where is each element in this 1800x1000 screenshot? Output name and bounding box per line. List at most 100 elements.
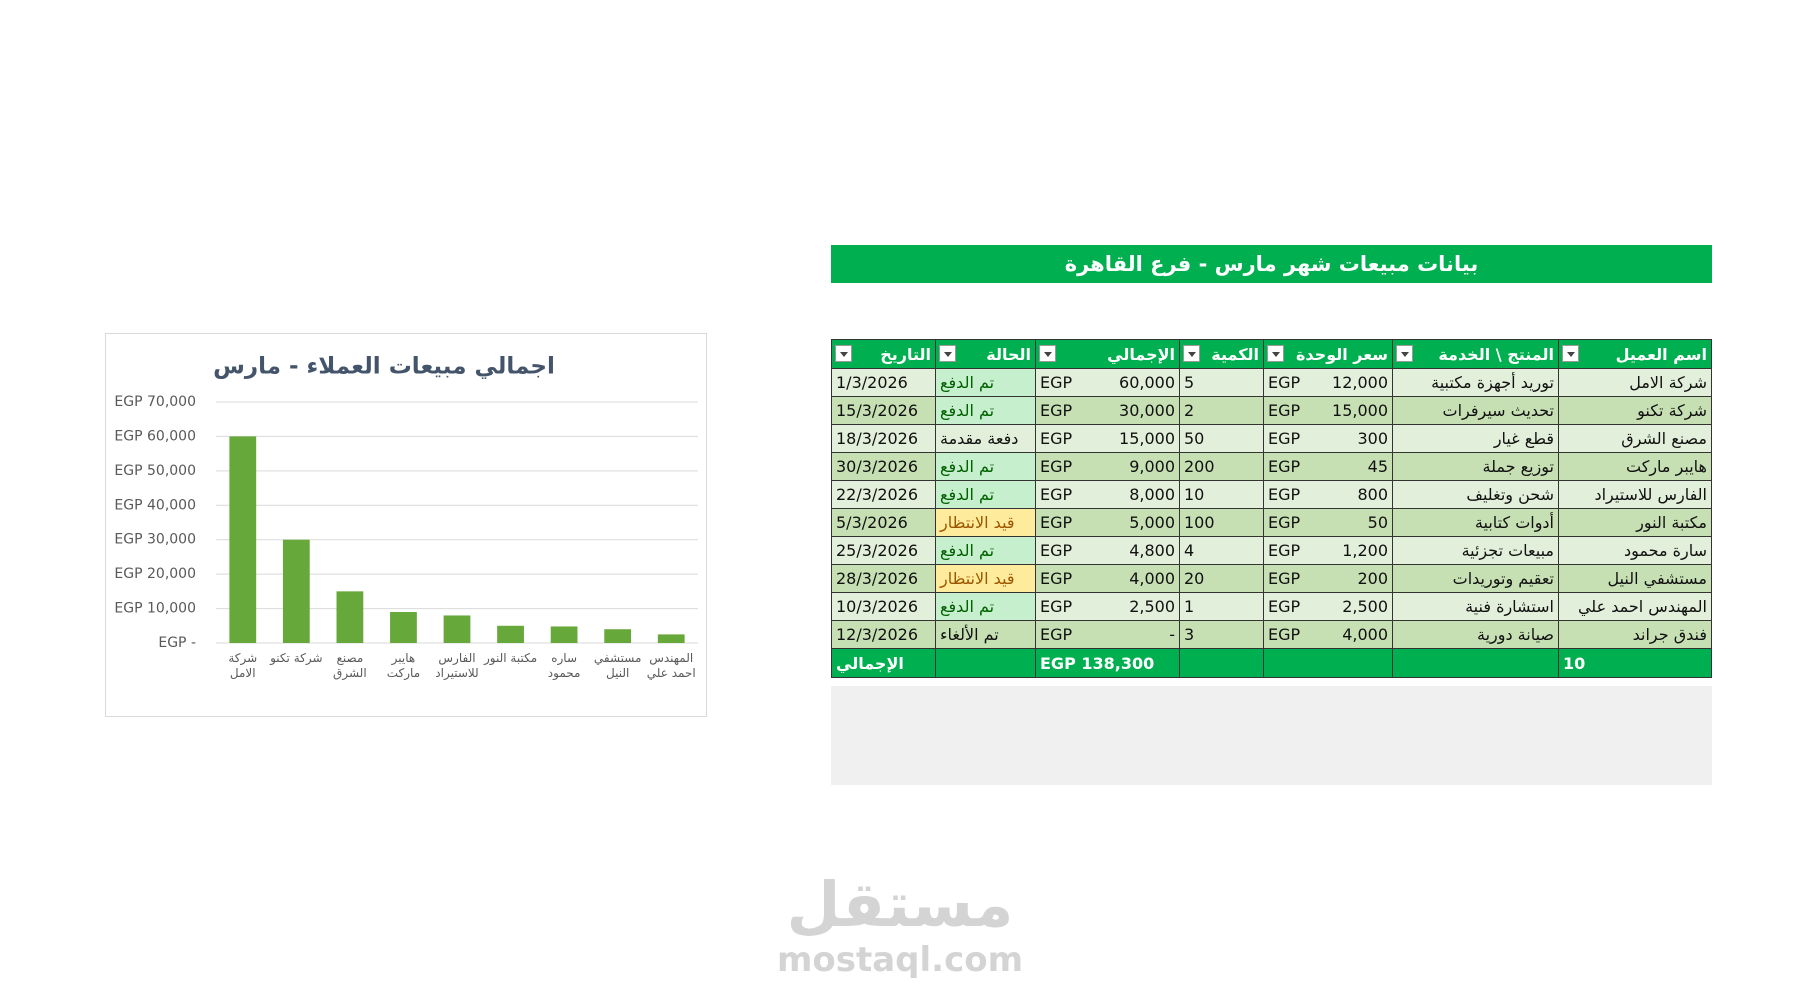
cell-qty: 1 [1179, 592, 1264, 621]
money: EGP 15,000 [1268, 401, 1388, 420]
cell-price: EGP 12,000 [1263, 368, 1393, 397]
cell-status: دفعة مقدمة [935, 424, 1036, 453]
currency: EGP [1040, 429, 1073, 448]
cell-date: 15/3/2026 [831, 396, 936, 425]
cell-status: قيد الانتظار [935, 508, 1036, 537]
table-title: بيانات مبيعات شهر مارس - فرع القاهرة [831, 245, 1712, 283]
total-row: 10 EGP 138,300 الإجمالي [831, 648, 1712, 678]
table-row: مكتبة النور أدوات كتابية EGP 50 100 EGP 5,000 ق… [831, 508, 1712, 537]
amount: 2,500 [1129, 597, 1175, 616]
money: EGP 4,000 [1040, 569, 1175, 588]
total-amount: EGP 138,300 [1035, 648, 1180, 678]
cell-qty: 3 [1179, 620, 1264, 649]
cell-client: فندق جراند [1558, 620, 1712, 649]
cell-total: EGP 4,000 [1035, 564, 1180, 593]
y-tick-label: EGP 70,000 [114, 394, 196, 410]
cell-client: الفارس للاستيراد [1558, 480, 1712, 509]
y-tick-label: EGP - [158, 635, 196, 651]
sales-table: اسم العميل المنتج \ الخدمة سعر الوحدة الكمي… [831, 339, 1712, 678]
cell-client: شركة الامل [1558, 368, 1712, 397]
cell [1263, 648, 1393, 678]
filter-button[interactable] [1396, 345, 1413, 362]
cell-price: EGP 2,500 [1263, 592, 1393, 621]
x-tick-label: الفارس للاستيراد [435, 651, 479, 680]
table-row: شركة الامل توريد أجهزة مكتبية EGP 12,000 5 EG… [831, 368, 1712, 397]
table-row: سارة محمود مبيعات تجزئية EGP 1,200 4 EGP 4,800… [831, 536, 1712, 565]
cell-date: 18/3/2026 [831, 424, 936, 453]
money: EGP - [1040, 625, 1175, 644]
cell-client: شركة تكنو [1558, 396, 1712, 425]
bar [604, 629, 632, 643]
filter-button[interactable] [1562, 345, 1579, 362]
cell-product: تعقيم وتوريدات [1392, 564, 1559, 593]
cell-price: EGP 4,000 [1263, 620, 1393, 649]
currency: EGP [1268, 457, 1301, 476]
column-header: التاريخ [831, 339, 936, 369]
column-header: الإجمالي [1035, 339, 1180, 369]
amount: - [1169, 625, 1175, 644]
cell-qty: 200 [1179, 452, 1264, 481]
x-tick-label: شركة تكنو [270, 651, 323, 665]
cell-client: مستشفي النيل [1558, 564, 1712, 593]
table-row: الفارس للاستيراد شحن وتغليف EGP 800 10 EGP 8,0… [831, 480, 1712, 509]
amount: 4,000 [1342, 625, 1388, 644]
cell-qty: 50 [1179, 424, 1264, 453]
total-label: الإجمالي [831, 648, 936, 678]
amount: 15,000 [1119, 429, 1175, 448]
cell-price: EGP 1,200 [1263, 536, 1393, 565]
cell-product: تحديث سيرفرات [1392, 396, 1559, 425]
currency: EGP [1040, 625, 1073, 644]
bar [282, 539, 310, 643]
bar [497, 625, 524, 643]
bar [550, 626, 578, 643]
filter-button[interactable] [1183, 345, 1200, 362]
chart-container: اجمالي مبيعات العملاء - مارس EGP - EGP 10… [105, 333, 707, 717]
bar [336, 591, 364, 643]
cell-qty: 4 [1179, 536, 1264, 565]
money: EGP 2,500 [1268, 597, 1388, 616]
filter-button[interactable] [939, 345, 956, 362]
x-tick-label: مكتبة النور [483, 651, 538, 665]
cell-total: EGP 30,000 [1035, 396, 1180, 425]
money: EGP 60,000 [1040, 373, 1175, 392]
cell-price: EGP 45 [1263, 452, 1393, 481]
cell-date: 5/3/2026 [831, 508, 936, 537]
cell-total: EGP 15,000 [1035, 424, 1180, 453]
cell-status: تم الدفع [935, 368, 1036, 397]
currency: EGP [1268, 429, 1301, 448]
filter-button[interactable] [1267, 345, 1284, 362]
currency: EGP [1040, 485, 1073, 504]
y-tick-label: EGP 10,000 [114, 601, 196, 617]
cell-total: EGP 8,000 [1035, 480, 1180, 509]
filter-button[interactable] [835, 345, 852, 362]
cell-product: صيانة دورية [1392, 620, 1559, 649]
table-row: مستشفي النيل تعقيم وتوريدات EGP 200 20 EGP 4,0… [831, 564, 1712, 593]
column-header: سعر الوحدة [1263, 339, 1393, 369]
header-row: اسم العميل المنتج \ الخدمة سعر الوحدة الكمي… [831, 339, 1712, 369]
amount: 4,800 [1129, 541, 1175, 560]
table-row: مصنع الشرق قطع غيار EGP 300 50 EGP 15,000 دفعة … [831, 424, 1712, 453]
currency: EGP [1040, 401, 1073, 420]
watermark-site: mostaql.com [776, 940, 1024, 980]
cell-qty: 100 [1179, 508, 1264, 537]
amount: 30,000 [1119, 401, 1175, 420]
x-tick-label: مصنع الشرق [333, 651, 367, 680]
money: EGP 12,000 [1268, 373, 1388, 392]
amount: 300 [1357, 429, 1388, 448]
x-tick-label: شركة الامل [228, 651, 258, 680]
cell-date: 1/3/2026 [831, 368, 936, 397]
currency: EGP [1040, 597, 1073, 616]
money: EGP 800 [1268, 485, 1388, 504]
amount: 15,000 [1332, 401, 1388, 420]
amount: 50 [1367, 513, 1388, 532]
money: EGP 45 [1268, 457, 1388, 476]
filter-button[interactable] [1039, 345, 1056, 362]
cell-qty: 2 [1179, 396, 1264, 425]
cell-client: هايبر ماركت [1558, 452, 1712, 481]
money: EGP 4,800 [1040, 541, 1175, 560]
header-text: التاريخ [880, 344, 931, 364]
cell-price: EGP 50 [1263, 508, 1393, 537]
money: EGP 9,000 [1040, 457, 1175, 476]
